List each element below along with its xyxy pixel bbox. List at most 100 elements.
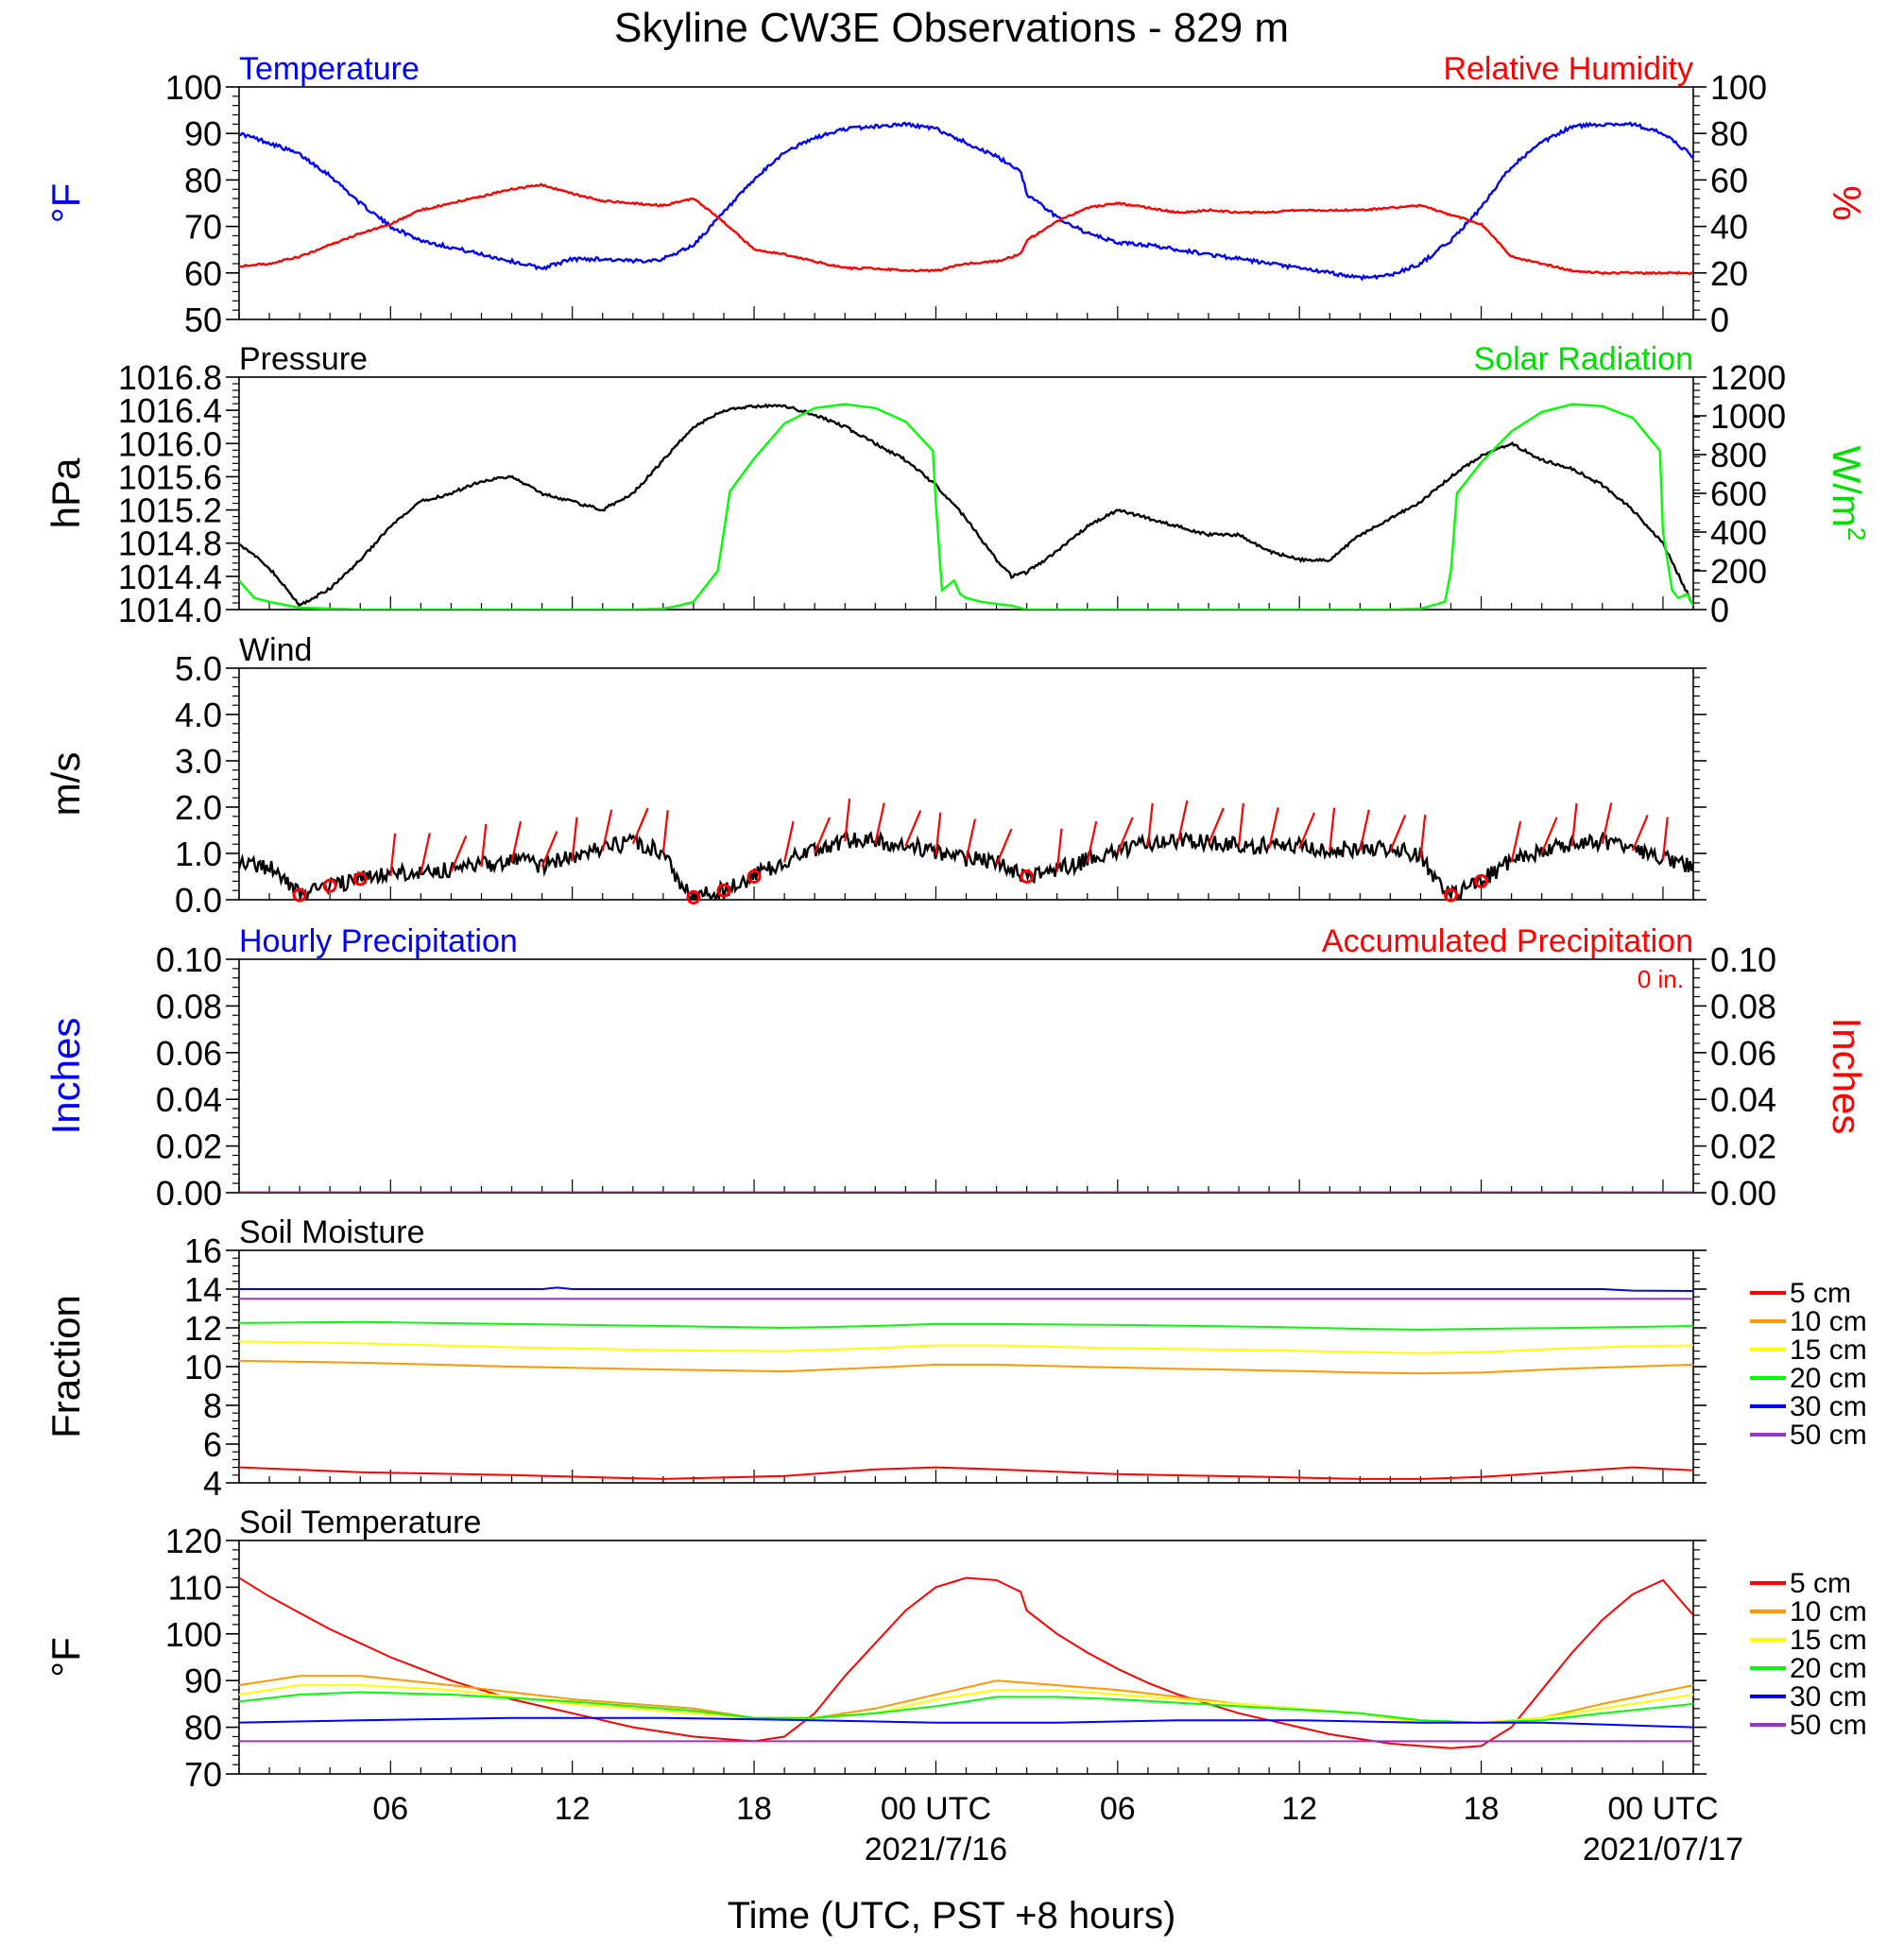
panel-wind: 5.0 4.0 3.0 2.0 1.0 0.0 Wind m/s — [43, 632, 1707, 920]
wind-barb — [601, 809, 613, 852]
panel-title-right: Solar Radiation — [1474, 341, 1693, 377]
series-line-pressure — [239, 403, 1693, 607]
y-tick-label-left: 50 — [184, 301, 222, 339]
series-line-solar-radiation — [239, 403, 1693, 610]
panel-temperature-humidity: 100 90 80 70 60 50 100 80 60 40 20 0 Temperature Rela… — [43, 51, 1869, 339]
wind-barb — [783, 820, 795, 863]
panel-title-left: Hourly Precipitation — [239, 923, 518, 959]
y-tick-label-left: 4 — [203, 1464, 222, 1503]
series-line-5-cm — [239, 1576, 1693, 1749]
y-tick-label-right: 0.02 — [1710, 1127, 1776, 1166]
wind-barb — [1298, 812, 1316, 850]
y-tick-label-left: 110 — [168, 1568, 222, 1607]
wind-barb — [1176, 800, 1189, 842]
y-tick-label-left: 0.0 — [175, 881, 222, 920]
y-tick-label-right: 80 — [1710, 114, 1748, 153]
y-tick-label-left: 0.08 — [156, 987, 222, 1025]
series-line-15-cm — [239, 1684, 1693, 1724]
legend-label: 50 cm — [1790, 1420, 1867, 1451]
wind-barb — [995, 828, 1013, 866]
y-tick-label-left: 4.0 — [175, 696, 222, 734]
y-tick-label-left: 3.0 — [175, 742, 222, 781]
wind-barb — [450, 835, 468, 872]
panel-pressure-solar: 1016.81016.41016.01015.61015.21014.81014… — [43, 341, 1871, 629]
y-tick-label-right: 60 — [1710, 161, 1748, 199]
plot-frame — [238, 1249, 1694, 1484]
legend-label: 20 cm — [1790, 1363, 1867, 1394]
y-tick-label-left: 90 — [184, 114, 222, 153]
wind-barb — [1207, 807, 1225, 845]
y-tick-label-left: 0.02 — [156, 1127, 222, 1166]
y-tick-label-left: 0.00 — [156, 1174, 222, 1213]
series-line-10-cm — [239, 1359, 1693, 1375]
wind-barb — [420, 833, 431, 874]
wind-barb — [389, 833, 397, 877]
wind-calm-marker — [1444, 887, 1458, 903]
series-line-30-cm — [239, 1286, 1693, 1292]
y-axis-label-left: °F — [43, 183, 88, 223]
y-tick-label-right: 0.06 — [1710, 1034, 1776, 1073]
legend-label: 20 cm — [1790, 1653, 1867, 1684]
plot-frame — [238, 958, 1694, 1194]
wind-barb — [1146, 802, 1154, 847]
wind-barb — [1661, 817, 1669, 861]
legend-label: 5 cm — [1790, 1568, 1851, 1599]
y-tick-label-right: 800 — [1710, 436, 1767, 474]
wind-barb — [1329, 807, 1336, 852]
y-tick-label-left: 70 — [184, 208, 222, 247]
legend-label: 30 cm — [1790, 1391, 1867, 1422]
y-tick-label-left: 100 — [165, 68, 222, 107]
series-line-15-cm — [239, 1340, 1693, 1354]
wind-barb — [1389, 814, 1407, 852]
wind-barb — [480, 823, 488, 868]
accumulated-total-label: 0 in. — [1638, 965, 1684, 993]
y-tick-label-right: 20 — [1710, 254, 1748, 293]
wind-barb — [1540, 817, 1558, 853]
wind-barb — [1570, 802, 1578, 847]
x-tick-label: 18 — [1464, 1791, 1500, 1827]
y-axis-label-right: Inches — [1825, 1018, 1869, 1135]
series-line-20-cm — [239, 1320, 1693, 1332]
y-tick-label-left: 1014.0 — [118, 591, 222, 629]
y-axis-label-left: hPa — [43, 457, 88, 528]
y-tick-label-left: 0.06 — [156, 1034, 222, 1073]
y-tick-label-left: 16 — [184, 1231, 222, 1270]
legend-label: 5 cm — [1790, 1278, 1851, 1309]
y-tick-label-right: 1200 — [1710, 358, 1786, 397]
y-tick-label-right: 400 — [1710, 513, 1767, 552]
y-tick-label-left: 5.0 — [175, 649, 222, 688]
y-tick-label-left: 8 — [203, 1386, 222, 1425]
legend-label: 15 cm — [1790, 1334, 1867, 1366]
wind-barb — [1631, 814, 1649, 852]
y-tick-label-left: 80 — [184, 161, 222, 199]
wind-calm-marker — [1020, 869, 1035, 884]
legend-label: 10 cm — [1790, 1596, 1867, 1627]
y-tick-label-right: 1000 — [1710, 397, 1786, 436]
y-tick-label-left: 14 — [184, 1270, 222, 1309]
x-date-label: 2021/07/17 — [1583, 1832, 1743, 1868]
y-tick-label-right: 100 — [1710, 68, 1767, 107]
y-tick-label-left: 1015.2 — [118, 491, 222, 530]
y-tick-label-right: 40 — [1710, 208, 1748, 247]
y-tick-label-left: 1014.4 — [118, 558, 222, 596]
y-tick-label-left: 70 — [184, 1755, 222, 1794]
wind-calm-marker — [1474, 873, 1489, 888]
wind-calm-marker — [746, 869, 762, 884]
wind-barb — [1510, 820, 1522, 863]
y-tick-label-right: 0 — [1710, 591, 1729, 629]
wind-barb — [904, 810, 922, 847]
y-tick-label-right: 0.10 — [1710, 940, 1776, 979]
y-tick-label-left: 1016.0 — [118, 424, 222, 463]
panel-title-left: Soil Temperature — [239, 1505, 481, 1541]
y-tick-label-left: 1016.8 — [118, 358, 222, 397]
y-axis-label-superscript: 2 — [1843, 527, 1871, 541]
legend-label: 30 cm — [1790, 1681, 1867, 1713]
wind-barb — [844, 798, 851, 842]
y-tick-label-left: 1016.4 — [118, 391, 222, 430]
wind-barb — [631, 807, 649, 845]
wind-barb — [1359, 809, 1370, 852]
legend-label: 50 cm — [1790, 1710, 1867, 1741]
wind-barb — [874, 802, 885, 844]
